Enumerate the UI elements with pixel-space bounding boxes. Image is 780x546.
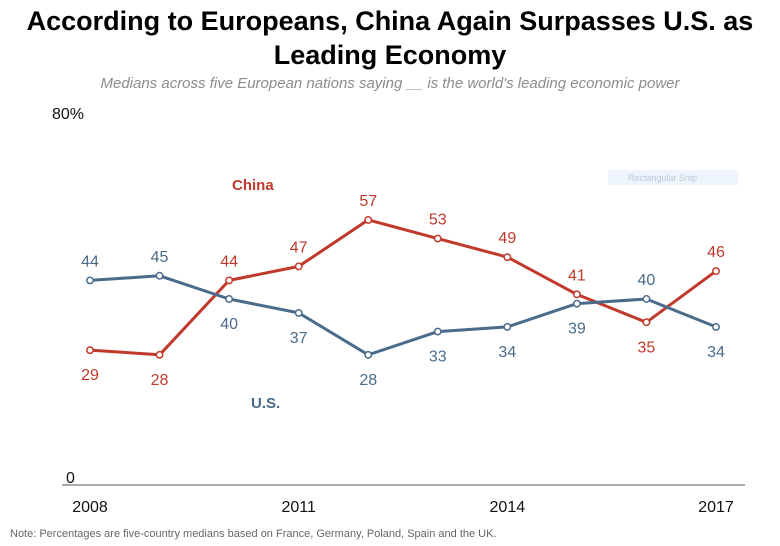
data-label-us-2013: 33: [429, 349, 447, 366]
x-tick-label-2011: 2011: [281, 499, 316, 516]
y-tick-label-0: 0: [66, 470, 75, 487]
data-label-china-2016: 35: [638, 339, 656, 356]
point-us-2008: [86, 276, 94, 285]
chart-title: According to Europeans, China Again Surp…: [0, 4, 780, 72]
point-china-2016: [642, 318, 651, 327]
snip-watermark: Rectangular Snip: [608, 170, 738, 185]
data-label-china-2015: 41: [568, 267, 586, 284]
point-us-2017: [712, 322, 720, 331]
point-china-2009: [155, 350, 164, 359]
point-us-2009: [155, 271, 164, 280]
data-label-us-2016: 40: [638, 272, 656, 289]
data-label-us-2014: 34: [498, 344, 516, 361]
point-china-2011: [294, 262, 303, 271]
series-label-us: U.S.: [251, 395, 280, 412]
data-label-china-2014: 49: [498, 230, 516, 247]
point-us-2015: [572, 299, 581, 308]
snip-watermark-text: Rectangular Snip: [628, 173, 697, 183]
series-line-us: [89, 274, 717, 357]
data-label-china-2013: 53: [429, 212, 447, 229]
data-label-china-2012: 57: [359, 193, 377, 210]
point-us-2012: [364, 350, 373, 359]
data-label-us-2017: 34: [707, 344, 725, 361]
point-us-2014: [503, 322, 512, 331]
chart-subtitle: Medians across five European nations say…: [100, 75, 680, 92]
x-tick-label-2014: 2014: [490, 499, 526, 516]
series-label-china: China: [232, 177, 274, 194]
data-label-us-2012: 28: [359, 372, 377, 389]
data-label-us-2015: 39: [568, 321, 586, 338]
data-label-us-2011: 37: [290, 330, 308, 347]
point-us-2013: [433, 327, 442, 336]
point-us-2010: [225, 295, 234, 303]
x-tick-label-2008: 2008: [72, 499, 108, 516]
data-label-china-2017: 46: [707, 244, 725, 261]
data-label-us-2008: 44: [81, 253, 99, 270]
data-label-china-2008: 29: [81, 367, 99, 384]
y-tick-label-80pct: 80%: [52, 106, 84, 123]
data-label-us-2010: 40: [220, 316, 238, 333]
title-line-1: According to Europeans, China Again Surp…: [26, 6, 754, 36]
title-line-2: Leading Economy: [273, 40, 507, 70]
point-china-2017: [712, 267, 720, 276]
data-label-china-2010: 44: [220, 253, 238, 270]
data-label-china-2011: 47: [290, 239, 308, 256]
point-china-2010: [225, 276, 234, 285]
point-china-2008: [86, 346, 94, 355]
chart-note: Note: Percentages are five-country media…: [10, 528, 497, 540]
point-china-2013: [433, 234, 442, 243]
point-china-2012: [364, 216, 373, 224]
snip-watermark-box: [608, 170, 738, 185]
series-line-china: [89, 218, 717, 357]
point-china-2014: [503, 253, 512, 262]
data-label-us-2009: 45: [151, 249, 169, 266]
point-china-2015: [572, 290, 581, 299]
x-tick-label-2017: 2017: [698, 499, 734, 516]
data-label-china-2009: 28: [151, 372, 169, 389]
point-us-2011: [294, 309, 303, 317]
point-us-2016: [642, 295, 651, 303]
